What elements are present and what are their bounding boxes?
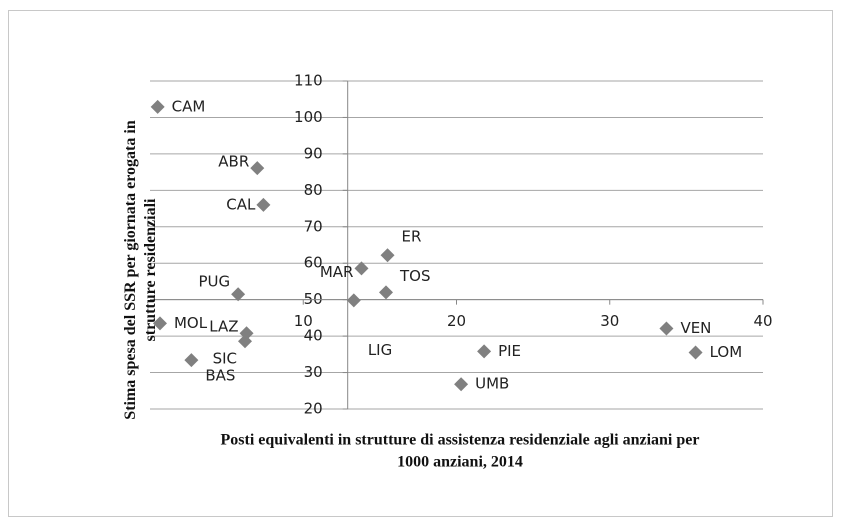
y-tick-label: 110 xyxy=(294,72,323,90)
point-label: CAL xyxy=(226,195,256,213)
y-axis-title-line: Stima spesa del SSR per giornata erogata… xyxy=(122,120,139,420)
point xyxy=(659,321,674,336)
point-label: LIG xyxy=(368,341,392,359)
point-label: VEN xyxy=(680,319,711,337)
y-tick-label: 70 xyxy=(304,217,323,235)
point-label: SIC xyxy=(213,350,237,368)
point-label: UMB xyxy=(475,375,509,393)
y-tick-label: 20 xyxy=(304,400,323,418)
x-tick-label: 10 xyxy=(294,312,313,330)
y-tick-label: 30 xyxy=(304,363,323,381)
point xyxy=(250,161,265,176)
point xyxy=(354,261,369,276)
point-label: TOS xyxy=(399,267,431,285)
point-label: MAR xyxy=(320,263,354,281)
y-tick-label: 40 xyxy=(304,327,323,345)
y-axis-title-line: strutture residenziali xyxy=(142,198,159,342)
x-tick-label: 40 xyxy=(753,312,772,330)
point xyxy=(454,377,469,392)
y-tick-label: 60 xyxy=(304,254,323,272)
point xyxy=(379,285,394,300)
y-axis-title: Stima spesa del SSR per giornata erogata… xyxy=(122,120,159,420)
point-label: PIE xyxy=(498,342,521,360)
point-label: PUG xyxy=(198,273,230,291)
point xyxy=(477,344,492,359)
point xyxy=(346,293,361,308)
x-axis-title: 1000 anziani, 2014 xyxy=(397,454,523,471)
point xyxy=(380,248,395,263)
point-label: LAZ xyxy=(209,318,238,336)
point-label: ER xyxy=(402,228,422,246)
point xyxy=(152,316,167,331)
y-tick-label: 80 xyxy=(304,181,323,199)
x-tick-label: 20 xyxy=(447,312,466,330)
point-label: CAM xyxy=(172,97,206,115)
point-label: MOL xyxy=(174,314,208,332)
point xyxy=(231,287,246,302)
point xyxy=(150,99,165,114)
point xyxy=(184,353,199,368)
y-tick-label: 100 xyxy=(294,108,323,126)
x-tick-label: 30 xyxy=(600,312,619,330)
point xyxy=(688,345,703,360)
point-label: ABR xyxy=(218,153,249,171)
point xyxy=(238,334,253,349)
point xyxy=(256,197,271,212)
x-axis-title: Posti equivalenti in strutture di assist… xyxy=(221,432,700,449)
point-label: LOM xyxy=(710,343,743,361)
point-label: BAS xyxy=(205,367,235,385)
y-tick-label: 90 xyxy=(304,144,323,162)
